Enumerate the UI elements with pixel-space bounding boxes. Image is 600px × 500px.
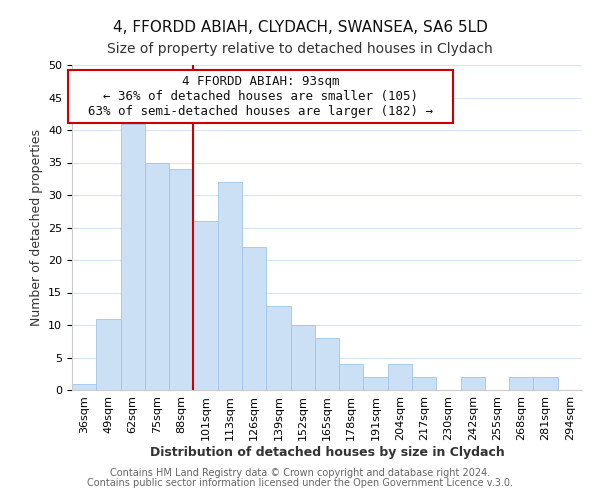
Bar — [121, 124, 145, 390]
Text: Size of property relative to detached houses in Clydach: Size of property relative to detached ho… — [107, 42, 493, 56]
Bar — [242, 247, 266, 390]
Bar — [509, 377, 533, 390]
Text: Contains HM Land Registry data © Crown copyright and database right 2024.: Contains HM Land Registry data © Crown c… — [110, 468, 490, 477]
Bar — [412, 377, 436, 390]
Text: 4 FFORDD ABIAH: 93sqm  
  ← 36% of detached houses are smaller (105)  
  63% of : 4 FFORDD ABIAH: 93sqm ← 36% of detached … — [73, 74, 448, 118]
Bar — [388, 364, 412, 390]
Bar — [339, 364, 364, 390]
Text: 4, FFORDD ABIAH, CLYDACH, SWANSEA, SA6 5LD: 4, FFORDD ABIAH, CLYDACH, SWANSEA, SA6 5… — [113, 20, 487, 35]
Bar — [533, 377, 558, 390]
Bar — [461, 377, 485, 390]
Bar — [290, 325, 315, 390]
Bar — [364, 377, 388, 390]
Bar — [145, 162, 169, 390]
Bar — [315, 338, 339, 390]
Bar — [193, 221, 218, 390]
Bar — [169, 169, 193, 390]
Bar — [72, 384, 96, 390]
Y-axis label: Number of detached properties: Number of detached properties — [29, 129, 43, 326]
Bar — [266, 306, 290, 390]
Bar — [218, 182, 242, 390]
X-axis label: Distribution of detached houses by size in Clydach: Distribution of detached houses by size … — [149, 446, 505, 458]
Bar — [96, 318, 121, 390]
Text: Contains public sector information licensed under the Open Government Licence v.: Contains public sector information licen… — [87, 478, 513, 488]
